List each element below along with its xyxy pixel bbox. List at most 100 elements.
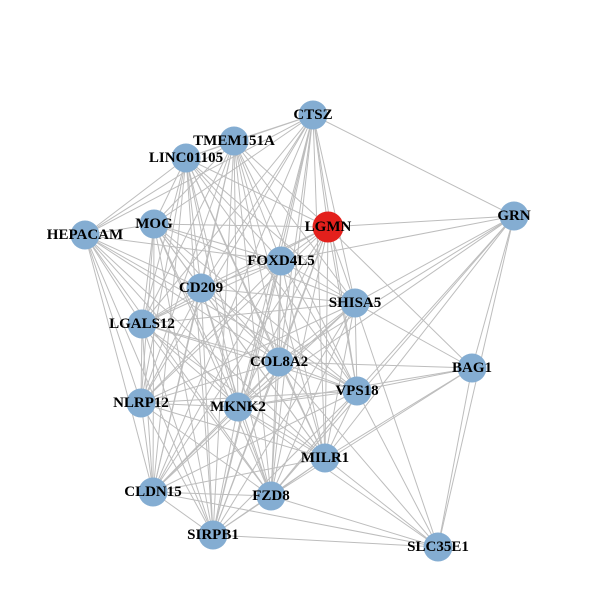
edge-LINC01105-NLRP12	[140, 157, 187, 404]
edge-HEPACAM-LINC01105	[84, 157, 187, 236]
node-CD209[interactable]	[186, 273, 216, 303]
edge-LGALS12-VPS18	[141, 323, 358, 392]
edge-GRN-COL8A2	[278, 215, 515, 363]
edge-CLDN15-FZD8	[152, 491, 272, 497]
node-GRN[interactable]	[499, 201, 529, 231]
edge-SLC35E1-VPS18	[356, 390, 439, 548]
edge-SHISA5-LGALS12	[141, 302, 356, 325]
edge-LINC01105-VPS18	[185, 157, 358, 392]
node-VPS18[interactable]	[342, 376, 372, 406]
edge-MKNK2-FZD8	[237, 406, 272, 497]
edge-BAG1-MILR1	[324, 367, 473, 459]
edge-HEPACAM-MKNK2	[84, 234, 239, 408]
edge-CTSZ-CD209	[200, 114, 314, 289]
edge-CD209-COL8A2	[200, 287, 280, 363]
edge-BAG1-VPS18	[356, 367, 473, 392]
edge-CTSZ-CLDN15	[152, 114, 314, 493]
edge-GRN-VPS18	[356, 215, 515, 392]
edge-SLC35E1-MILR1	[324, 457, 439, 548]
node-MKNK2[interactable]	[223, 392, 253, 422]
edge-VPS18-NLRP12	[140, 390, 358, 404]
edge-LINC01105-CLDN15	[152, 157, 187, 493]
edge-CTSZ-FZD8	[270, 114, 314, 497]
edge-LGMN-CD209	[200, 226, 329, 289]
edge-MKNK2-SIRPB1	[212, 406, 239, 536]
node-MOG[interactable]	[139, 209, 169, 239]
edge-LINC01105-FOXD4L5	[185, 157, 282, 262]
edge-CTSZ-MOG	[153, 114, 314, 225]
edge-MOG-FZD8	[153, 223, 272, 497]
edge-LGALS12-MKNK2	[141, 323, 239, 408]
edge-FOXD4L5-CLDN15	[152, 260, 282, 493]
node-NLRP12[interactable]	[126, 388, 156, 418]
edge-COL8A2-MILR1	[278, 361, 326, 459]
edge-GRN-SHISA5	[354, 215, 515, 304]
edge-VPS18-FZD8	[270, 390, 358, 497]
edge-LINC01105-CD209	[185, 157, 202, 289]
node-LGMN[interactable]	[312, 211, 344, 243]
node-SHISA5[interactable]	[340, 288, 370, 318]
node-HEPACAM[interactable]	[70, 220, 100, 250]
edge-HEPACAM-MILR1	[84, 234, 326, 459]
edge-CD209-VPS18	[200, 287, 358, 392]
edge-LINC01105-FZD8	[185, 157, 272, 497]
node-SIRPB1[interactable]	[198, 520, 228, 550]
edge-CD209-SHISA5	[200, 287, 356, 304]
edge-HEPACAM-CD209	[84, 234, 202, 289]
edge-SLC35E1-SIRPB1	[212, 534, 439, 548]
edge-CTSZ-GRN	[312, 114, 515, 217]
node-CTSZ[interactable]	[298, 100, 328, 130]
edge-COL8A2-NLRP12	[140, 361, 280, 404]
edge-MOG-LGALS12	[141, 223, 155, 325]
edge-CD209-CLDN15	[152, 287, 202, 493]
node-LGALS12[interactable]	[127, 309, 157, 339]
edge-HEPACAM-NLRP12	[84, 234, 142, 404]
node-FOXD4L5[interactable]	[266, 246, 296, 276]
edge-LGALS12-FZD8	[141, 323, 272, 497]
edge-NLRP12-CLDN15	[140, 402, 154, 493]
edge-GRN-FOXD4L5	[280, 215, 515, 262]
edge-GRN-MILR1	[324, 215, 515, 459]
edge-TMEM151A-MOG	[153, 140, 235, 225]
edge-COL8A2-SIRPB1	[212, 361, 280, 536]
node-FZD8[interactable]	[256, 481, 286, 511]
edge-SHISA5-MKNK2	[237, 302, 356, 408]
edge-LGMN-BAG1	[327, 226, 473, 369]
edge-SLC35E1-MKNK2	[237, 406, 439, 548]
edge-LINC01105-LGALS12	[141, 157, 187, 325]
edge-SHISA5-MILR1	[324, 302, 356, 459]
node-COL8A2[interactable]	[264, 347, 294, 377]
node-BAG1[interactable]	[457, 353, 487, 383]
node-CLDN15[interactable]	[138, 477, 168, 507]
edge-SHISA5-FZD8	[270, 302, 356, 497]
edge-CD209-FZD8	[200, 287, 272, 497]
edge-HEPACAM-CLDN15	[84, 234, 154, 493]
node-TMEM151A[interactable]	[219, 126, 249, 156]
edge-FOXD4L5-NLRP12	[140, 260, 282, 404]
edge-GRN-FZD8	[270, 215, 515, 497]
edge-CTSZ-MILR1	[312, 114, 326, 459]
edge-SLC35E1-FZD8	[270, 495, 439, 548]
node-LINC01105[interactable]	[171, 143, 201, 173]
edge-TMEM151A-LGMN	[233, 140, 329, 228]
edge-VPS18-MKNK2	[237, 390, 358, 408]
edge-LGMN-LGALS12	[141, 226, 329, 325]
node-SLC35E1[interactable]	[423, 532, 453, 562]
edge-MKNK2-MILR1	[237, 406, 326, 459]
edge-GRN-LGMN	[327, 215, 515, 228]
edge-MILR1-CLDN15	[152, 457, 326, 493]
edge-LGMN-MILR1	[324, 226, 329, 459]
edge-BAG1-COL8A2	[278, 361, 473, 369]
edge-MOG-FOXD4L5	[153, 223, 282, 262]
edge-LINC01105-SIRPB1	[185, 157, 214, 536]
edge-LGALS12-MILR1	[141, 323, 326, 459]
edge-CTSZ-NLRP12	[140, 114, 314, 404]
edge-CTSZ-VPS18	[312, 114, 358, 392]
edge-NLRP12-FZD8	[140, 402, 272, 497]
edge-SHISA5-CLDN15	[152, 302, 356, 493]
edge-SLC35E1-CLDN15	[152, 491, 439, 548]
edge-GRN-BAG1	[471, 215, 515, 369]
edge-CTSZ-SHISA5	[312, 114, 356, 304]
node-MILR1[interactable]	[310, 443, 340, 473]
